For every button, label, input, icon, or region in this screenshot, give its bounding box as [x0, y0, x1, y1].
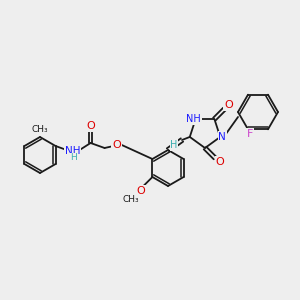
Text: N: N [218, 132, 226, 142]
Text: NH: NH [186, 114, 201, 124]
Text: NH: NH [65, 146, 80, 156]
Text: O: O [216, 157, 224, 167]
Text: F: F [247, 129, 253, 139]
Text: O: O [86, 121, 95, 131]
Text: O: O [136, 186, 145, 196]
Text: O: O [224, 100, 233, 110]
Text: CH₃: CH₃ [122, 194, 139, 203]
Text: CH₃: CH₃ [32, 125, 48, 134]
Text: H: H [70, 154, 77, 163]
Text: H: H [170, 140, 178, 150]
Text: O: O [112, 140, 121, 150]
